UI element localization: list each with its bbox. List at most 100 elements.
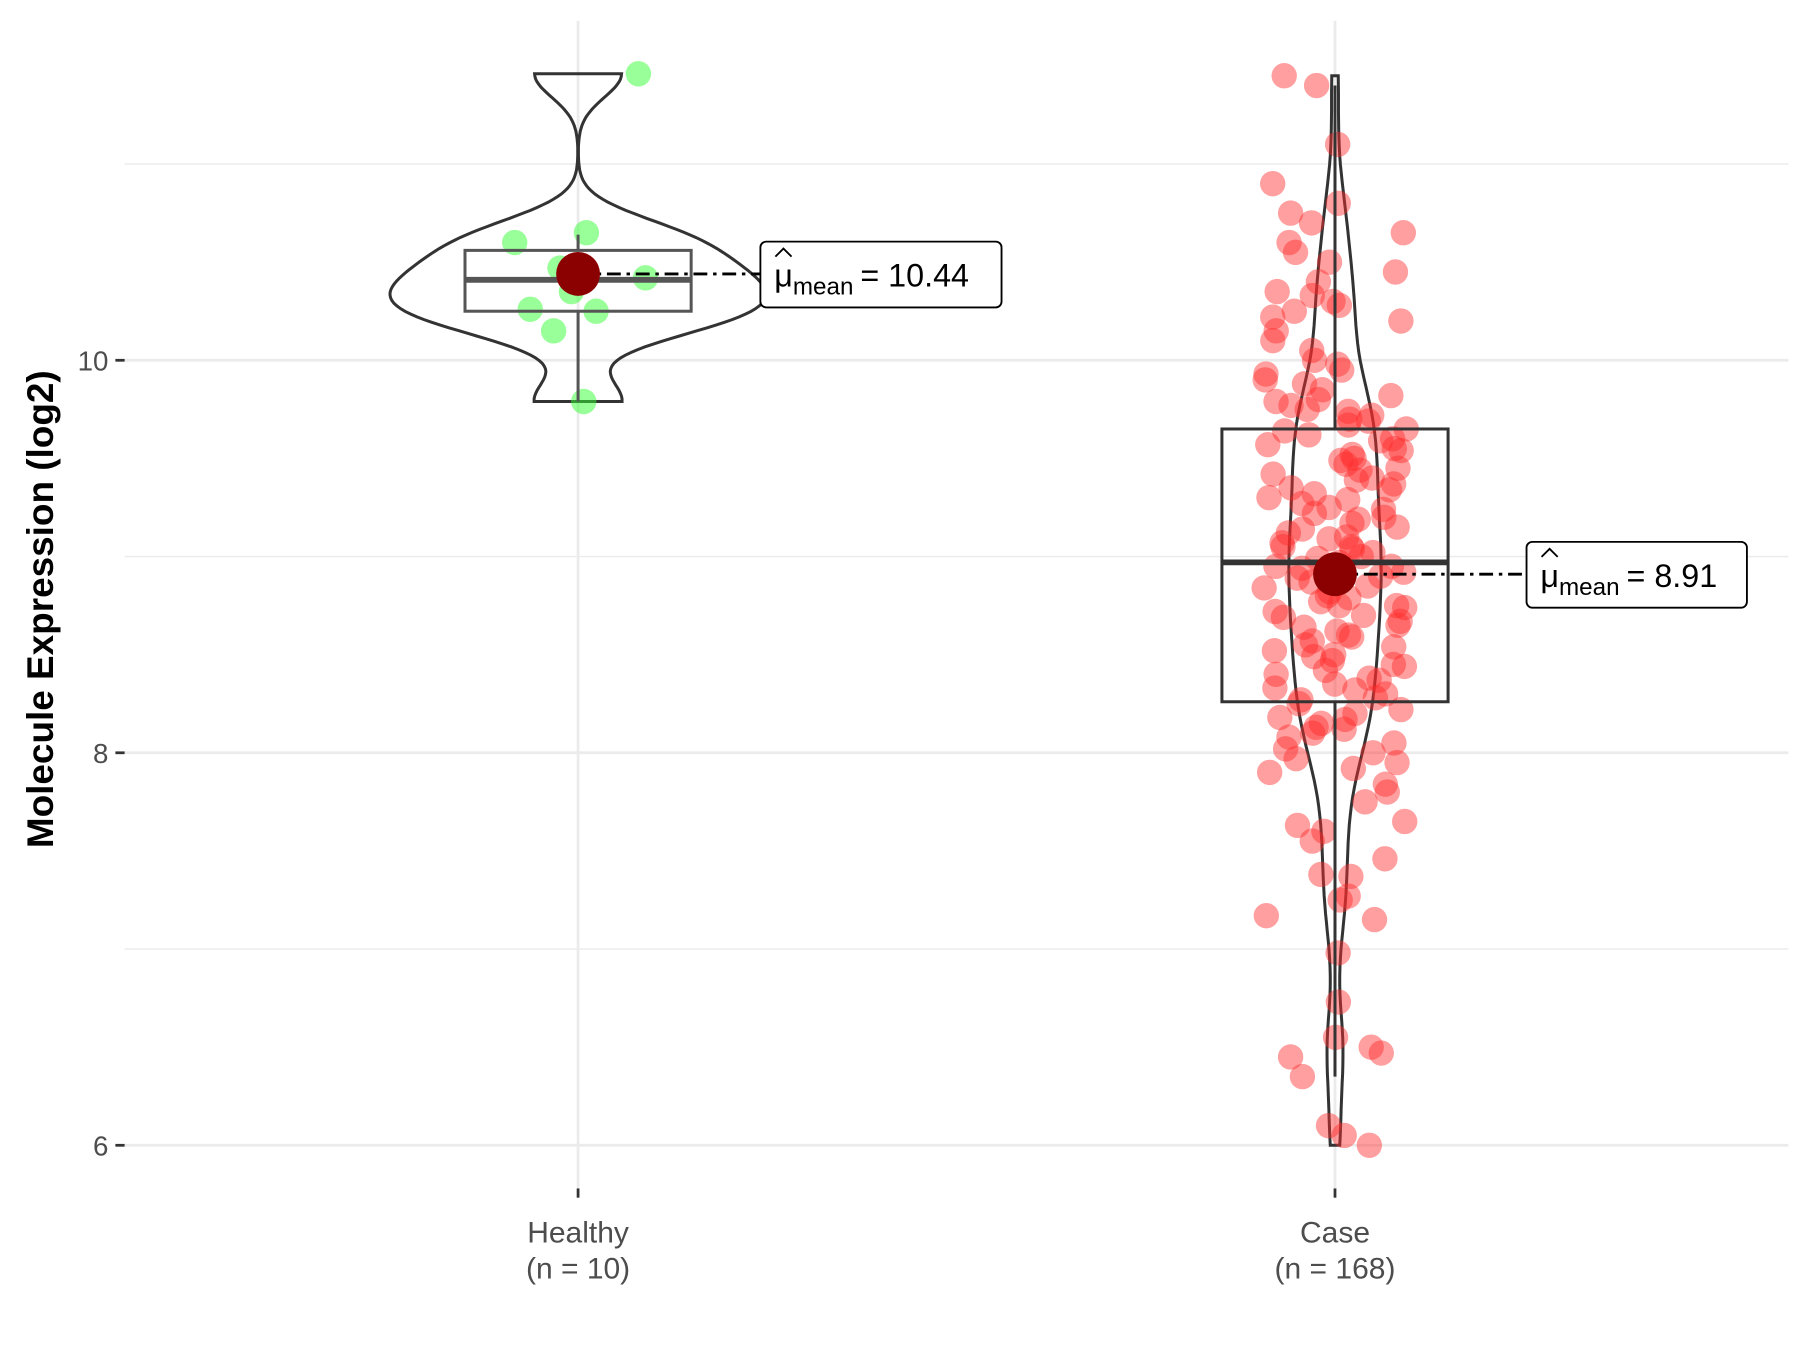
- data-point: [1324, 131, 1351, 158]
- data-point: [1372, 681, 1399, 707]
- data-point: [1347, 457, 1373, 483]
- x-tick-label: Case: [1300, 1217, 1370, 1250]
- data-point: [1303, 72, 1330, 99]
- mean-label: μmean = 8.91: [1540, 558, 1717, 601]
- data-point: [1260, 170, 1286, 197]
- data-point: [1303, 714, 1329, 740]
- data-point: [1272, 736, 1299, 762]
- data-point: [1288, 687, 1314, 713]
- mean-point: [1313, 552, 1357, 597]
- data-point: [1262, 675, 1288, 701]
- data-point: [1277, 1044, 1304, 1070]
- data-point: [1335, 398, 1361, 425]
- data-point: [1384, 514, 1410, 540]
- data-point: [1360, 740, 1386, 766]
- data-point: [1283, 745, 1309, 772]
- data-point: [1264, 278, 1290, 305]
- data-point: [1315, 1112, 1342, 1139]
- mean-label-box: [759, 240, 1003, 309]
- data-point: [1339, 535, 1366, 562]
- data-point: [1342, 700, 1368, 727]
- data-point: [1299, 337, 1325, 364]
- data-point: [1291, 371, 1318, 397]
- data-point: [1322, 671, 1348, 697]
- data-point: [1301, 643, 1327, 670]
- mu-symbol: μ: [774, 258, 793, 294]
- data-point: [1316, 249, 1343, 275]
- data-point: [1350, 602, 1377, 629]
- data-point: [1362, 685, 1389, 711]
- data-point: [1379, 426, 1406, 452]
- data-point: [1260, 304, 1286, 330]
- data-point: [1292, 632, 1319, 658]
- data-point: [1289, 516, 1316, 542]
- data-point: [1343, 467, 1370, 493]
- data-point: [1316, 526, 1342, 552]
- data-point: [1355, 408, 1382, 434]
- data-point: [1260, 461, 1286, 487]
- hat-icon: [774, 247, 793, 258]
- data-point: [1376, 477, 1403, 503]
- data-point: [1390, 220, 1417, 246]
- data-point: [1298, 210, 1325, 236]
- data-point: [1282, 239, 1309, 266]
- data-point: [1372, 771, 1399, 797]
- mean-value: = 10.44: [860, 258, 969, 294]
- data-point: [1356, 1132, 1383, 1158]
- data-point: [1361, 906, 1388, 933]
- data-point: [1340, 755, 1367, 782]
- data-point: [1358, 1034, 1384, 1060]
- data-point: [1333, 451, 1359, 477]
- data-point: [1325, 190, 1351, 216]
- gridlines: [124, 20, 1789, 1189]
- data-point: [1294, 396, 1320, 423]
- data-point: [1326, 592, 1353, 619]
- data-point: [1367, 428, 1394, 454]
- data-point: [1278, 475, 1304, 501]
- data-point: [1368, 1040, 1394, 1066]
- data-point: [1381, 435, 1408, 462]
- data-point: [1299, 828, 1325, 854]
- data-point: [1356, 665, 1382, 691]
- data-point: [1359, 465, 1385, 491]
- data-point: [540, 318, 567, 344]
- data-point: [1267, 704, 1293, 731]
- data-point: [1324, 618, 1350, 644]
- data-point: [1355, 573, 1381, 599]
- data-point: [1384, 749, 1410, 776]
- data-point: [573, 220, 600, 246]
- data-point: [1278, 392, 1304, 419]
- data-point: [1325, 940, 1351, 966]
- data-point: [1269, 530, 1295, 556]
- mean-value: = 8.91: [1627, 558, 1718, 594]
- data-point: [1332, 706, 1358, 733]
- data-point: [1319, 647, 1346, 674]
- axes: 6 8 10 Healthy(n = 10) Case(n = 168): [78, 346, 1396, 1286]
- data-point: [1338, 534, 1364, 560]
- data-point: [1289, 490, 1315, 517]
- data-point: [1271, 418, 1298, 444]
- data-point: [1260, 327, 1286, 354]
- data-point: [1305, 386, 1332, 413]
- data-point: [1299, 282, 1325, 309]
- data-point: [1370, 496, 1397, 523]
- data-point: [1337, 406, 1363, 432]
- data-point: [1335, 412, 1361, 438]
- x-tick-sample-size: (n = 10): [526, 1252, 630, 1285]
- data-point: [571, 388, 597, 415]
- data-point: [1316, 494, 1342, 521]
- data-point: [1281, 298, 1308, 324]
- data-point: [1270, 604, 1297, 631]
- data-point: [1271, 63, 1297, 89]
- data-point: [1335, 622, 1362, 648]
- data-point: [1380, 651, 1407, 678]
- data-point: [1289, 1063, 1316, 1090]
- data-point: [1307, 588, 1334, 615]
- violin-case: [1287, 74, 1383, 1147]
- data-point: [1388, 437, 1414, 464]
- data-point: [1321, 641, 1347, 668]
- data-point: [1331, 1122, 1357, 1149]
- data-point: [1301, 347, 1328, 373]
- data-point: [1276, 724, 1302, 750]
- data-point: [1388, 696, 1414, 723]
